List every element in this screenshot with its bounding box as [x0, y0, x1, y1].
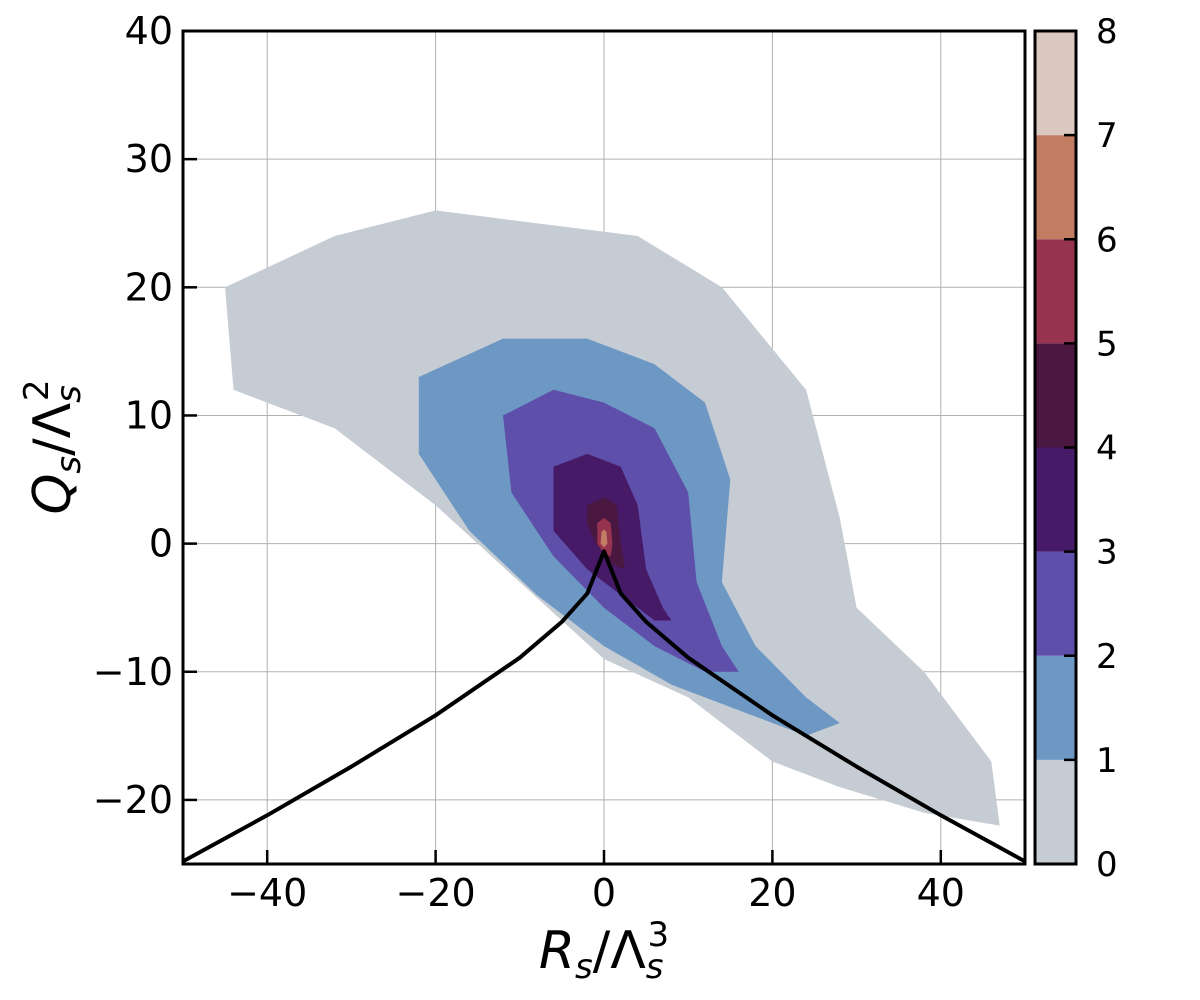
- colorbar-segment-3: [1035, 447, 1076, 552]
- colorbar-segment-6: [1035, 135, 1076, 240]
- y-axis-title: Qs/Λs2: [17, 379, 89, 514]
- contour-regions: [225, 210, 1000, 826]
- y-title-sub2: s: [49, 385, 89, 403]
- x-title-base: R: [539, 921, 575, 981]
- y-title-base: Q: [23, 474, 83, 515]
- x-tick-label: −20: [395, 871, 475, 915]
- x-axis-ticks: −40 −20 0 20 40: [227, 850, 965, 915]
- colorbar-label: 6: [1096, 220, 1118, 260]
- x-title-sep: /Λ: [593, 921, 647, 981]
- colorbar-segment-1: [1035, 655, 1076, 760]
- colorbar-label: 1: [1096, 741, 1118, 781]
- colorbar-segment-0: [1035, 759, 1076, 864]
- colorbar-label: 8: [1096, 12, 1118, 52]
- y-tick-label: 10: [125, 393, 173, 437]
- y-tick-label: 20: [125, 265, 173, 309]
- colorbar-segment-4: [1035, 343, 1076, 448]
- y-title-sup: 2: [17, 379, 57, 401]
- y-tick-label: −10: [93, 650, 173, 694]
- colorbar-segment-5: [1035, 239, 1076, 344]
- x-tick-label: −40: [227, 871, 307, 915]
- boundary-curve: [183, 549, 1025, 864]
- colorbar-segment-2: [1035, 551, 1076, 656]
- x-title-sup: 3: [648, 915, 670, 955]
- x-tick-label: 40: [917, 871, 965, 915]
- colorbar-label: 3: [1096, 533, 1118, 573]
- y-tick-label: −20: [93, 778, 173, 822]
- boundary-curve-layer: [183, 549, 1025, 864]
- contour-region-level-7: [600, 529, 608, 548]
- y-tick-label: 40: [125, 9, 173, 53]
- colorbar-label: 2: [1096, 637, 1118, 677]
- colorbar-label: 5: [1096, 324, 1118, 364]
- y-axis-ticks: −20 −10 0 10 20 30 40: [93, 9, 197, 822]
- y-title-sep: /Λ: [23, 402, 83, 456]
- y-title-sub: s: [49, 456, 89, 474]
- x-title-sub: s: [575, 947, 593, 987]
- colorbar: 0 1 2 3 4 5 6 7 8: [1033, 12, 1118, 885]
- colorbar-label: 4: [1096, 429, 1118, 469]
- colorbar-segment-7: [1035, 31, 1076, 136]
- colorbar-label: 0: [1096, 845, 1118, 885]
- x-tick-label: 0: [592, 871, 616, 915]
- x-tick-label: 20: [748, 871, 796, 915]
- x-title-sub2: s: [646, 947, 664, 987]
- y-tick-label: 30: [125, 137, 173, 181]
- colorbar-label: 7: [1096, 116, 1118, 156]
- y-tick-label: 0: [149, 522, 173, 566]
- x-axis-title: Rs/Λs3: [539, 915, 669, 987]
